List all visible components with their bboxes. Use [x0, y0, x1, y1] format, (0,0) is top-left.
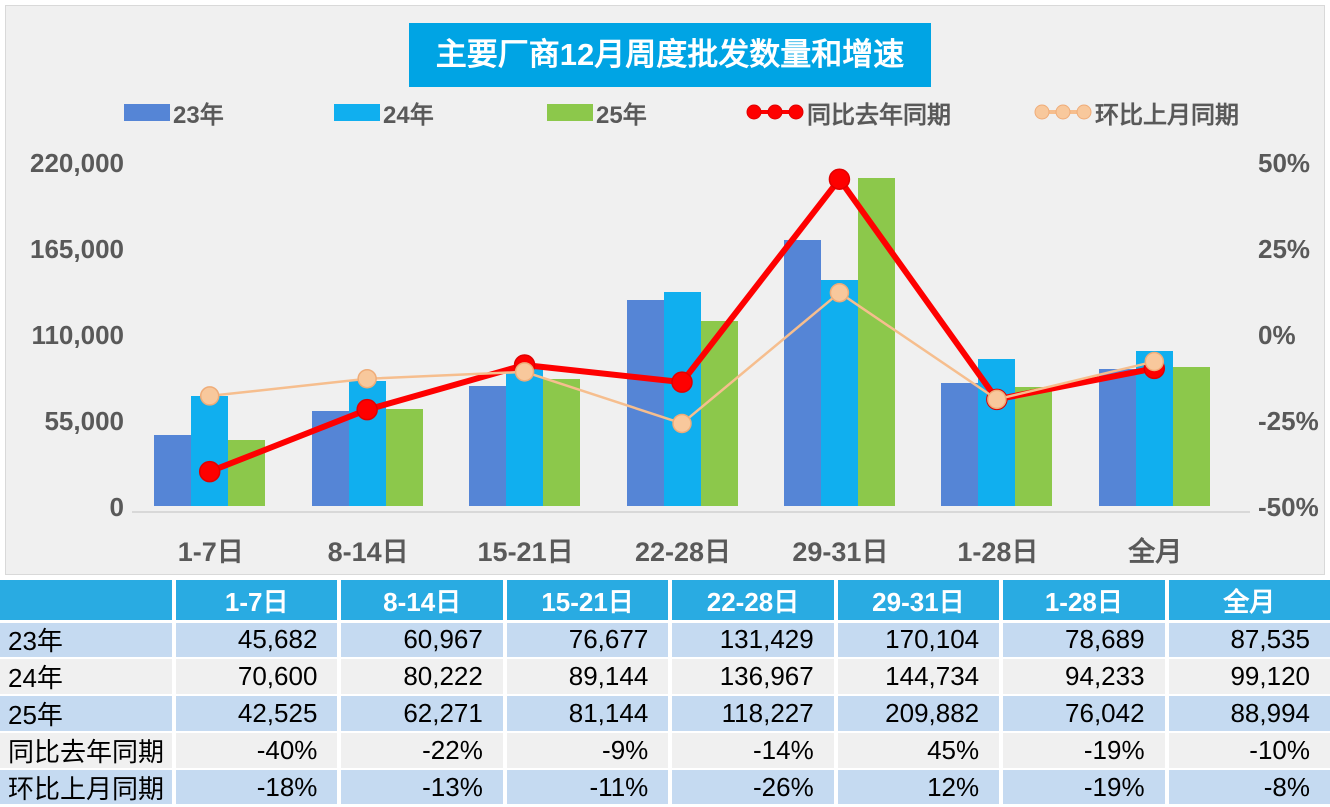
table-cell-23年-1-7日: 45,682	[176, 622, 338, 657]
chart-title: 主要厂商12月周度批发数量和增速	[409, 23, 931, 87]
legend-bar-swatch-icon	[334, 103, 380, 121]
chart-panel: 主要厂商12月周度批发数量和增速 23年 24年 25年 同比去年同期 环比上月同期 0…	[5, 5, 1325, 575]
x-axis-category-label: 8-14日	[327, 537, 409, 567]
table-cell-25年-1-7日: 42,525	[176, 696, 338, 731]
table-cell-25年-29-31日: 209,882	[837, 696, 1000, 731]
table-header-1-28日: 1-28日	[1003, 580, 1165, 620]
right-axis-tick-label: 50%	[1258, 148, 1311, 178]
table-cell-24年-29-31日: 144,734	[837, 659, 1000, 694]
legend-label: 24年	[383, 101, 434, 129]
table-cell-25年-1-28日: 76,042	[1003, 696, 1165, 731]
legend-line-swatch-icon	[746, 104, 804, 120]
table-row-label-环比上月同期: 环比上月同期	[0, 770, 172, 805]
table-cell-24年-15-21日: 89,144	[506, 659, 669, 694]
table-cell-25年-8-14日: 62,271	[341, 696, 503, 731]
table-header-22-28日: 22-28日	[672, 580, 834, 620]
y-axis-tick-label: 0	[109, 492, 124, 522]
x-axis-category-label: 1-28日	[957, 537, 1039, 567]
legend-label: 23年	[173, 101, 224, 129]
table-cell-同比去年同期-22-28日: -14%	[672, 733, 834, 768]
x-axis-category-label: 1-7日	[177, 537, 244, 567]
table-cell-25年-22-28日: 118,227	[672, 696, 834, 731]
table-header-15-21日: 15-21日	[506, 580, 669, 620]
legend-bar-swatch-icon	[547, 103, 593, 121]
legend-line-swatch-icon	[1034, 104, 1092, 120]
table-cell-23年-1-28日: 78,689	[1003, 622, 1165, 657]
legend-item-24年: 24年	[334, 97, 434, 129]
x-axis-category-label: 全月	[1128, 537, 1183, 567]
table-cell-同比去年同期-15-21日: -9%	[506, 733, 669, 768]
table-cell-24年-1-28日: 94,233	[1003, 659, 1165, 694]
table-cell-同比去年同期-1-7日: -40%	[176, 733, 338, 768]
legend-item-同比去年同期: 同比去年同期	[746, 97, 951, 129]
table-cell-环比上月同期-8-14日: -13%	[341, 770, 503, 805]
chart-legend: 23年 24年 25年 同比去年同期 环比上月同期	[6, 97, 1330, 129]
legend-label: 环比上月同期	[1095, 101, 1239, 129]
y-axis-tick-label: 110,000	[31, 320, 124, 350]
table-header-29-31日: 29-31日	[837, 580, 1000, 620]
x-axis-category-label: 29-31日	[792, 537, 889, 567]
legend-item-25年: 25年	[547, 97, 647, 129]
table-header-8-14日: 8-14日	[341, 580, 503, 620]
legend-label: 同比去年同期	[807, 101, 951, 129]
right-axis-tick-label: -50%	[1258, 492, 1319, 522]
table-cell-环比上月同期-29-31日: 12%	[837, 770, 1000, 805]
y-axis-tick-label: 220,000	[30, 148, 124, 178]
table-cell-环比上月同期-全月: -8%	[1168, 770, 1330, 805]
table-cell-同比去年同期-8-14日: -22%	[341, 733, 503, 768]
table-row-label-23年: 23年	[0, 622, 172, 657]
table-cell-环比上月同期-15-21日: -11%	[506, 770, 669, 805]
legend-label: 25年	[596, 101, 647, 129]
table-cell-同比去年同期-1-28日: -19%	[1003, 733, 1165, 768]
table-cell-环比上月同期-22-28日: -26%	[672, 770, 834, 805]
table-cell-23年-29-31日: 170,104	[837, 622, 1000, 657]
legend-bar-swatch-icon	[124, 103, 170, 121]
x-axis-category-label: 15-21日	[477, 537, 574, 567]
table-cell-24年-22-28日: 136,967	[672, 659, 834, 694]
table-cell-25年-全月: 88,994	[1168, 696, 1330, 731]
table-cell-环比上月同期-1-7日: -18%	[176, 770, 338, 805]
x-axis-category-label: 22-28日	[634, 537, 732, 567]
table-cell-24年-8-14日: 80,222	[341, 659, 503, 694]
legend-item-环比上月同期: 环比上月同期	[1034, 97, 1239, 129]
right-axis-tick-label: -25%	[1258, 406, 1319, 436]
table-cell-24年-全月: 99,120	[1168, 659, 1330, 694]
x-axis-line	[132, 511, 1250, 513]
table-cell-25年-15-21日: 81,144	[506, 696, 669, 731]
table-row-label-24年: 24年	[0, 659, 172, 694]
table-cell-23年-15-21日: 76,677	[506, 622, 669, 657]
table-cell-同比去年同期-全月: -10%	[1168, 733, 1330, 768]
legend-item-23年: 23年	[124, 97, 224, 129]
table-row-label-同比去年同期: 同比去年同期	[0, 733, 172, 768]
data-table: 1-7日 8-14日 15-21日 22-28日 29-31日 1-28日 全月 23年 45,…	[0, 580, 1330, 805]
table-cell-环比上月同期-1-28日: -19%	[1003, 770, 1165, 805]
y-axis-tick-label: 55,000	[44, 406, 124, 436]
right-axis-tick-label: 25%	[1258, 234, 1311, 264]
table-cell-24年-1-7日: 70,600	[176, 659, 338, 694]
y-axis-tick-label: 165,000	[30, 234, 124, 264]
table-cell-23年-22-28日: 131,429	[672, 622, 834, 657]
table-row-label-25年: 25年	[0, 696, 172, 731]
table-header-empty	[0, 580, 172, 620]
table-cell-23年-8-14日: 60,967	[341, 622, 503, 657]
table-header-全月: 全月	[1168, 580, 1330, 620]
table-cell-同比去年同期-29-31日: 45%	[837, 733, 1000, 768]
table-cell-23年-全月: 87,535	[1168, 622, 1330, 657]
right-axis-tick-label: 0%	[1258, 320, 1296, 350]
table-header-1-7日: 1-7日	[176, 580, 338, 620]
